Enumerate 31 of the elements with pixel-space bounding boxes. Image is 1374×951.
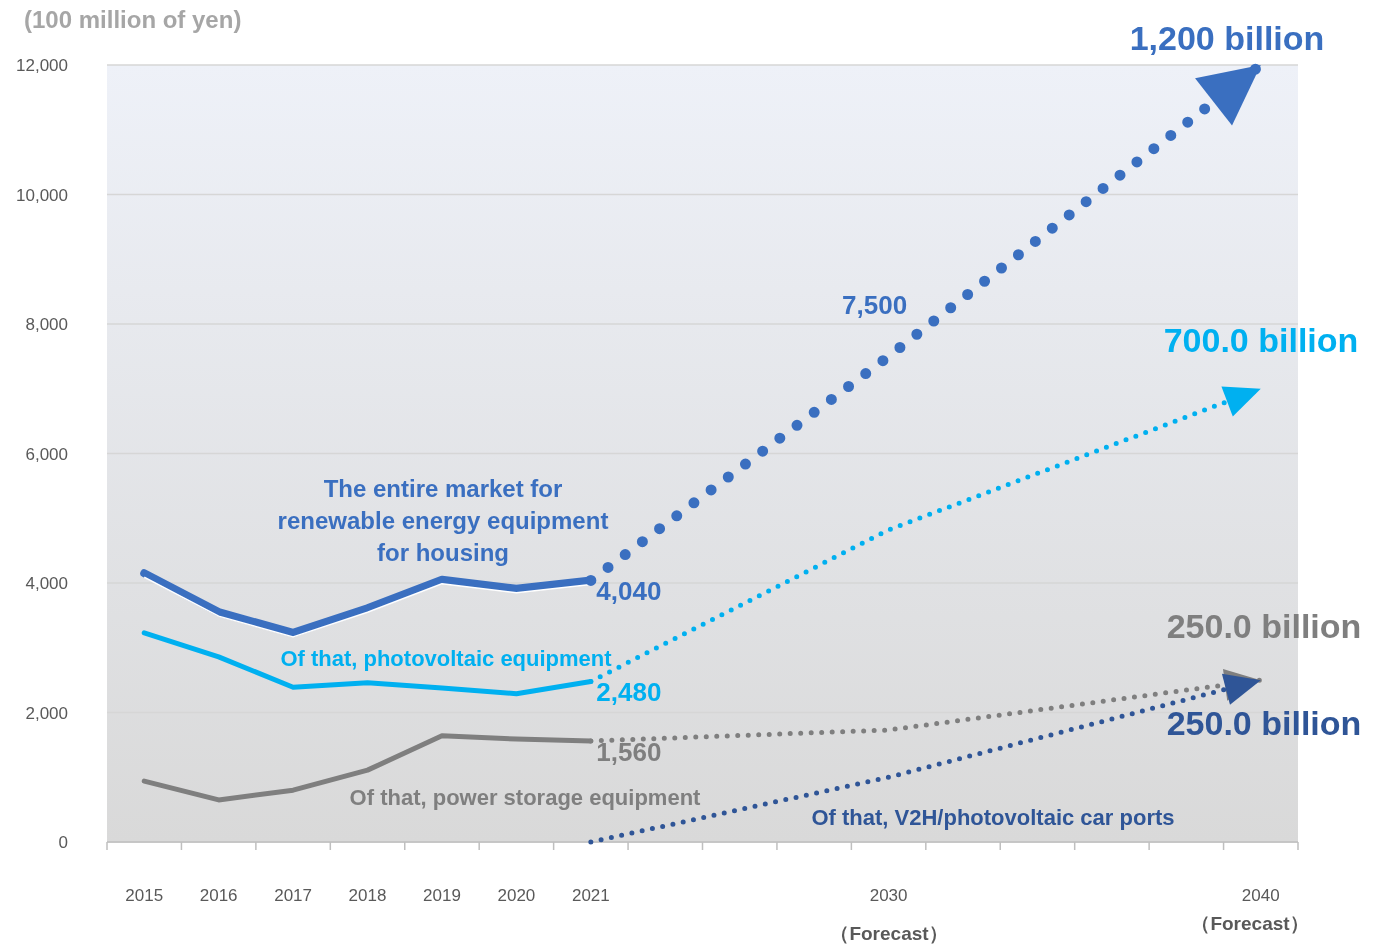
y-tick-label: 4,000: [25, 574, 68, 593]
x-tick-label: 2016: [199, 886, 238, 905]
data-label: 2,480: [596, 677, 662, 708]
x-tick-label: 2030: [869, 886, 908, 905]
x-tick-label: 2020: [497, 886, 536, 905]
data-label: 1,560: [596, 736, 662, 767]
y-axis-title: (100 million of yen): [24, 6, 242, 33]
y-tick-label: 8,000: [25, 315, 68, 334]
x-tick-label: 2017: [274, 886, 313, 905]
x-tick-label: 2015: [125, 886, 164, 905]
y-tick-label: 6,000: [25, 444, 68, 464]
annotation: 700.0 billion: [1163, 321, 1359, 359]
x-tick-label: 2040: [1241, 886, 1280, 905]
data-label: 7,500: [842, 290, 908, 321]
annotation: 250.0 billion: [1166, 704, 1362, 742]
data-label: 4,040: [596, 576, 662, 607]
y-tick-label: 0: [58, 833, 68, 852]
x-tick-label: 2018: [348, 886, 387, 905]
series-label: The entire market for renewable energy equipment for housing: [277, 475, 609, 566]
series-label: Of that, power storage equipment: [349, 785, 702, 810]
y-tick-label: 12,000: [16, 56, 68, 75]
text: （Forecast）: [1191, 913, 1309, 934]
x-tick-label: 2021: [571, 886, 610, 905]
text: 1,200 billion: [1129, 19, 1325, 57]
y-tick-label: 10,000: [16, 185, 68, 205]
text: （Forecast）: [830, 923, 948, 944]
series-label: Of that, V2H/photovoltaic car ports: [811, 805, 1175, 830]
x-tick-label: 2019: [423, 886, 461, 905]
series-label: Of that, photovoltaic equipment: [280, 646, 613, 671]
annotation: 250.0 billion: [1166, 607, 1362, 645]
y-tick-label: 2,000: [25, 703, 68, 723]
